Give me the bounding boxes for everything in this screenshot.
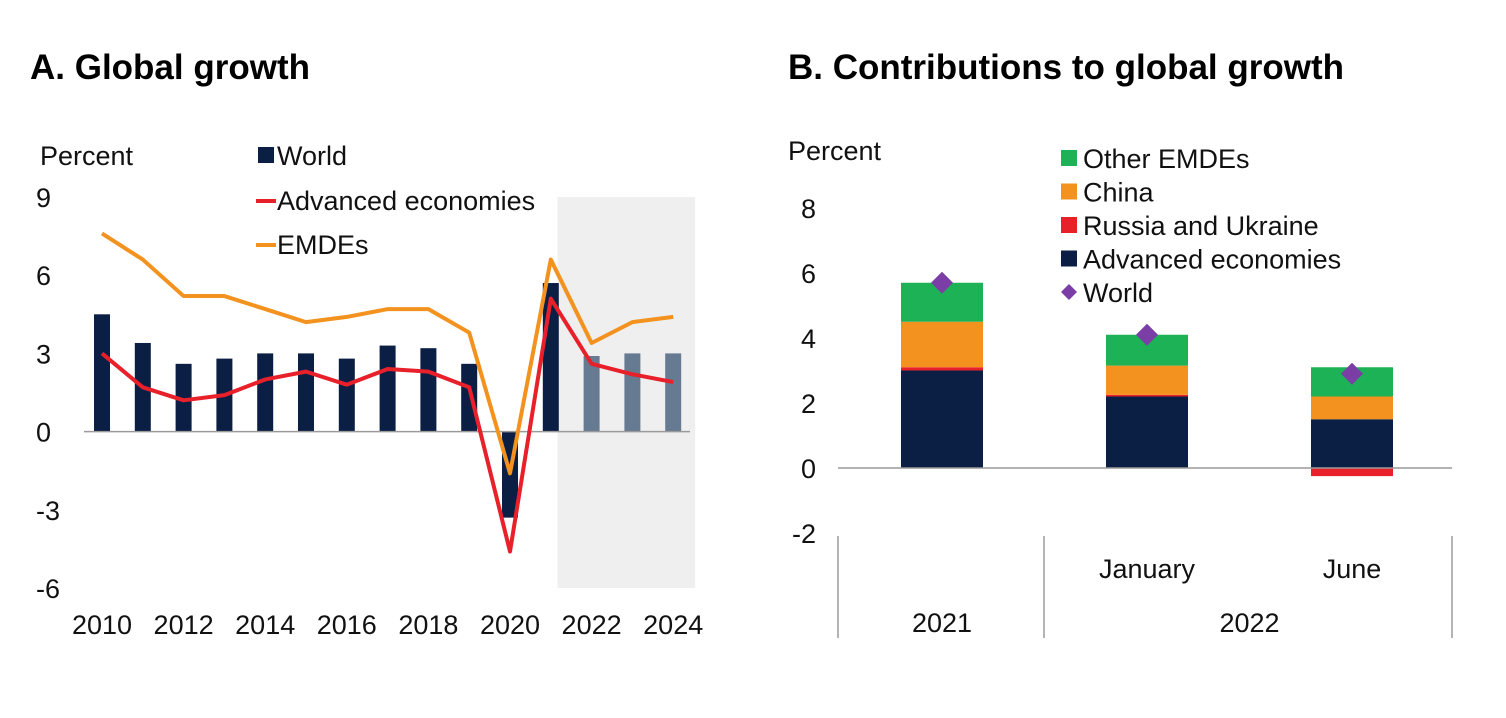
bar-segment-advanced-economies xyxy=(901,370,983,468)
legend-swatch-russia-and-ukraine xyxy=(1061,217,1077,233)
x-group-label: 2021 xyxy=(912,608,972,638)
bar-segment-russia-and-ukraine xyxy=(1106,394,1188,397)
y-tick-label: 0 xyxy=(36,418,51,448)
x-tick-label: 2012 xyxy=(154,610,214,640)
y-tick-label: 9 xyxy=(36,183,51,213)
legend-label-emdes: EMDEs xyxy=(277,230,369,260)
bar-segment-china xyxy=(1311,396,1393,420)
y-tick-label: 4 xyxy=(801,324,816,354)
bar-segment-china xyxy=(1106,365,1188,395)
legend-swatch-world xyxy=(1061,284,1077,300)
x-tick-label: June xyxy=(1323,554,1382,584)
world-bar xyxy=(94,314,110,432)
x-tick-label: 2020 xyxy=(480,610,540,640)
global-growth-chart: 9 6 3 0 -3 -6 Percent 2010 2012 2014 2016 2018 2020 2… xyxy=(36,141,703,640)
x-tick-label: 2010 xyxy=(72,610,132,640)
y-tick-label: 6 xyxy=(801,259,816,289)
bar-segment-china xyxy=(901,321,983,368)
legend-a: World Advanced economies EMDEs xyxy=(256,141,535,260)
bar-segment-russia-and-ukraine xyxy=(1311,468,1393,477)
x-tick-label: 2024 xyxy=(643,610,703,640)
world-marker xyxy=(1136,323,1158,346)
world-bar xyxy=(420,348,437,432)
emdes-line xyxy=(100,231,674,476)
y-axis-label: Percent xyxy=(788,136,882,166)
x-tick-label: 2016 xyxy=(317,610,377,640)
legend-label-world: World xyxy=(1083,278,1153,308)
legend-label-advanced-economies: Advanced economies xyxy=(1083,245,1341,275)
bar-segment-advanced-economies xyxy=(1106,396,1188,468)
x-tick-label: 2022 xyxy=(562,610,622,640)
world-marker xyxy=(931,271,953,294)
y-axis-label: Percent xyxy=(40,141,134,171)
world-marker xyxy=(1341,362,1363,385)
x-tick-label: 2014 xyxy=(235,610,295,640)
panel-b-title: B. Contributions to global growth xyxy=(788,48,1345,87)
x-tick-label: 2018 xyxy=(398,610,458,640)
y-tick-label: -3 xyxy=(36,496,60,526)
bar-segment-advanced-economies xyxy=(1311,419,1393,468)
panel-a-title: A. Global growth xyxy=(30,48,310,87)
legend-swatch-china xyxy=(1061,183,1077,200)
x-group-label: 2022 xyxy=(1219,608,1279,638)
legend-swatch-world xyxy=(258,147,274,163)
world-bar xyxy=(461,363,478,432)
world-bar xyxy=(665,353,682,432)
world-bar xyxy=(583,356,600,432)
x-tick-label: January xyxy=(1099,554,1196,584)
world-bar xyxy=(379,345,396,432)
y-tick-label: -2 xyxy=(792,519,816,549)
legend-label-china: China xyxy=(1083,178,1155,208)
y-tick-label: 2 xyxy=(801,389,816,419)
legend-label-russia-and-ukraine: Russia and Ukraine xyxy=(1083,211,1319,241)
y-tick-label: -6 xyxy=(36,574,60,604)
bar-segment-russia-and-ukraine xyxy=(901,367,983,371)
world-bar xyxy=(175,363,192,432)
legend-label-other-emdes: Other EMDEs xyxy=(1083,144,1250,174)
advanced-economies-line xyxy=(100,296,674,554)
legend-label-advanced-economies: Advanced economies xyxy=(277,186,535,216)
world-bar xyxy=(338,358,355,432)
legend-swatch-other-emdes xyxy=(1061,150,1077,166)
y-tick-label: 8 xyxy=(801,194,816,224)
y-tick-label: 6 xyxy=(36,261,51,291)
legend-swatch-advanced-economies xyxy=(1061,250,1077,267)
y-tick-label: 3 xyxy=(36,339,51,369)
y-tick-label: 0 xyxy=(801,454,816,484)
world-bar xyxy=(257,353,274,432)
legend-label-world: World xyxy=(277,141,347,171)
